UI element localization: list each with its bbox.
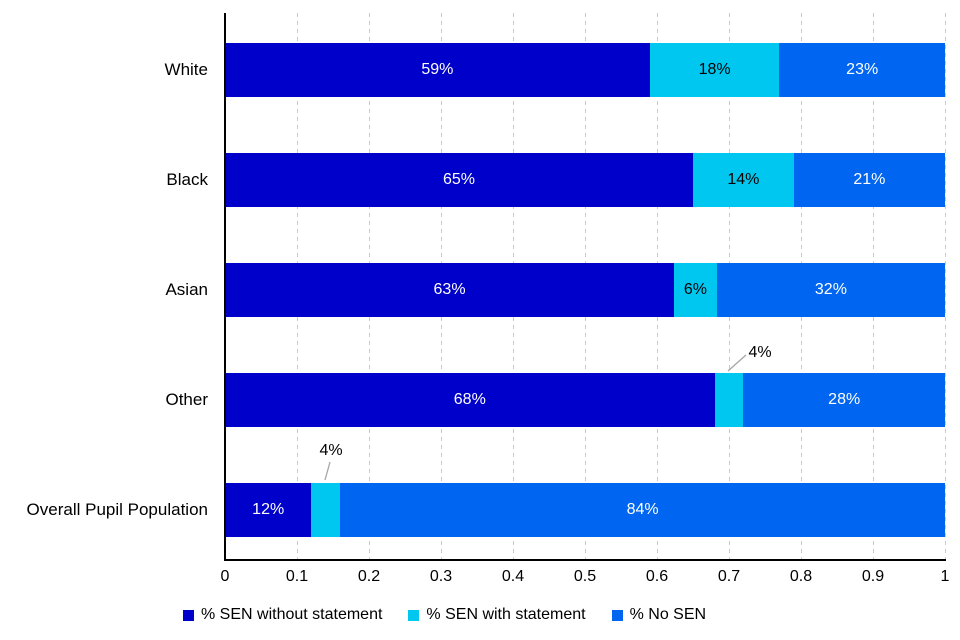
category-label: Asian — [165, 280, 208, 299]
bar-value-label: 14% — [727, 171, 760, 188]
bar-value-label: 18% — [698, 61, 731, 78]
bar-segment: 59% — [225, 43, 650, 97]
bar-segment: 12% — [225, 483, 312, 537]
gridline — [945, 13, 946, 559]
bar-value-label: 63% — [433, 281, 466, 298]
x-tick-label: 1 — [940, 568, 950, 585]
category-label: Other — [165, 390, 208, 409]
bar-value-label: 84% — [626, 501, 659, 518]
bar-segment: 14% — [693, 153, 794, 207]
x-tick-label: 0.6 — [645, 568, 669, 585]
callout-label: 4% — [319, 442, 343, 459]
bar-segment: 6% — [674, 263, 717, 317]
legend-label: % SEN with statement — [426, 606, 586, 623]
bar-segment — [714, 373, 744, 427]
bar-segment: 21% — [793, 153, 945, 207]
y-axis-line — [224, 13, 226, 561]
bar-segment: 68% — [225, 373, 715, 427]
bar-segment: 63% — [225, 263, 675, 317]
x-tick-label: 0 — [220, 568, 230, 585]
bar-row-4: 12% 84% — [225, 483, 945, 537]
legend-marker-icon — [408, 609, 420, 621]
x-tick-label: 0.2 — [357, 568, 381, 585]
bar-value-label: 28% — [828, 391, 861, 408]
legend-marker-icon — [611, 609, 623, 621]
legend-marker-icon — [183, 609, 194, 621]
bar-value-label: 68% — [453, 391, 486, 408]
bar-value-label: 32% — [814, 281, 847, 298]
bar-row-3: 68% 28% — [225, 373, 945, 427]
bar-segment: 18% — [649, 43, 780, 97]
x-tick-label: 0.3 — [429, 568, 453, 585]
legend-item: % SEN with statement — [408, 606, 586, 624]
bar-value-label: 21% — [853, 171, 886, 188]
bar-segment: 23% — [779, 43, 945, 97]
legend-item: % No SEN — [611, 606, 707, 624]
x-tick-label: 0.4 — [501, 568, 525, 585]
bar-value-label: 65% — [442, 171, 476, 188]
legend-label: % SEN without statement — [201, 606, 383, 623]
category-label: White — [164, 60, 208, 79]
legend: % SEN without statement % SEN with statem… — [183, 606, 706, 624]
x-tick-label: 0.7 — [717, 568, 741, 585]
bar-row-0: 59% 18% 23% — [225, 43, 945, 97]
bar-row-1: 65% 14% 21% — [225, 153, 945, 207]
bar-value-label: 59% — [421, 61, 454, 78]
bar-value-label: 12% — [252, 501, 285, 518]
callout-label: 4% — [748, 344, 772, 361]
x-tick-label: 0.9 — [861, 568, 885, 585]
bar-row-2: 63% 6% 32% — [225, 263, 945, 317]
bar-segment: 65% — [225, 153, 693, 207]
category-label: Black — [166, 170, 208, 189]
legend-item: % SEN without statement — [183, 606, 382, 624]
bar-segment: 28% — [743, 373, 945, 427]
bar-segment: 84% — [340, 483, 945, 537]
x-tick-label: 0.5 — [573, 568, 597, 585]
x-axis-line — [224, 559, 946, 561]
category-label: Overall Pupil Population — [26, 500, 208, 519]
x-tick-label: 0.8 — [789, 568, 813, 585]
callout-leader-line — [727, 354, 747, 372]
x-tick-label: 0.1 — [285, 568, 309, 585]
legend-label: % No SEN — [629, 606, 707, 623]
bar-segment — [311, 483, 341, 537]
bar-segment: 32% — [716, 263, 945, 317]
bar-value-label: 23% — [846, 61, 879, 78]
bar-value-label: 6% — [683, 281, 708, 298]
callout-leader-line — [324, 461, 331, 481]
